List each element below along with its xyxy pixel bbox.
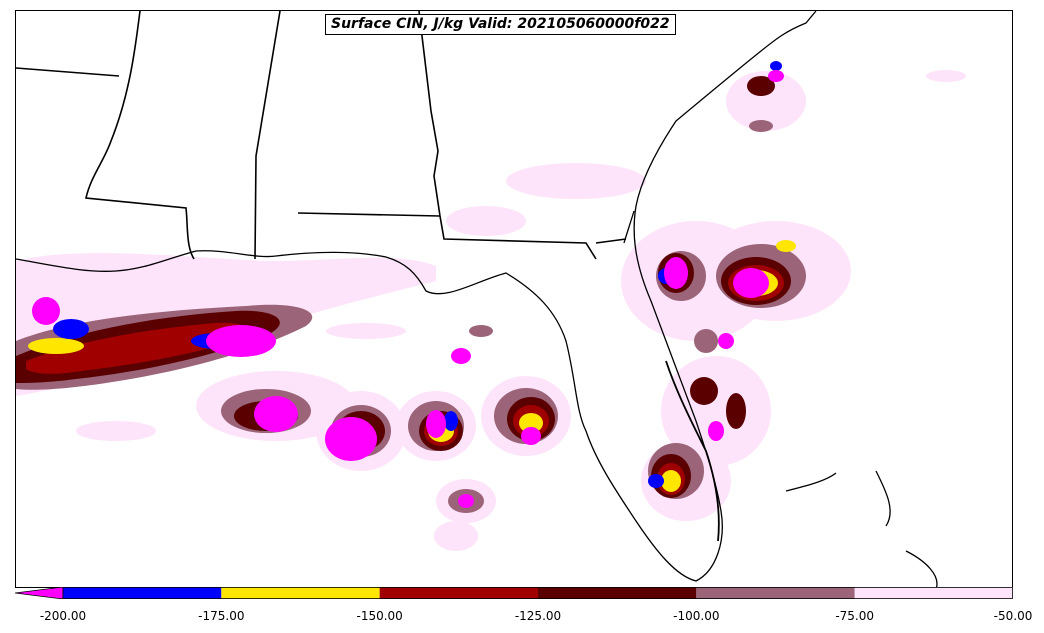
colorbar-tick-label: -175.00 bbox=[198, 609, 245, 623]
colorbar-bin-2 bbox=[379, 587, 538, 599]
map-title: Surface CIN, J/kg Valid: 202105060000f02… bbox=[325, 14, 676, 35]
cin-map bbox=[16, 11, 966, 587]
colorbar-extend-min bbox=[15, 587, 64, 599]
colorbar-bin-1 bbox=[221, 587, 380, 599]
map-panel bbox=[15, 10, 1013, 588]
colorbar-outline bbox=[62, 587, 1013, 599]
colorbar-bin-0 bbox=[63, 587, 222, 599]
colorbar-tick-label: -75.00 bbox=[835, 609, 874, 623]
cin-magenta-fields bbox=[32, 70, 784, 508]
colorbar-tick-label: -100.00 bbox=[673, 609, 720, 623]
coastlines bbox=[16, 11, 938, 587]
colorbar-tick-label: -125.00 bbox=[514, 609, 562, 623]
colorbar-tick-label: -150.00 bbox=[356, 609, 403, 623]
colorbar-bin-3 bbox=[538, 587, 697, 599]
colorbar-tick-label: -200.00 bbox=[39, 609, 87, 623]
state-borders bbox=[16, 11, 627, 260]
colorbar-bin-5 bbox=[854, 587, 1013, 599]
cin-light-fields bbox=[16, 70, 966, 551]
florida-outline bbox=[665, 360, 720, 542]
colorbar-bins bbox=[15, 587, 1013, 599]
colorbar-tick-label: -50.00 bbox=[993, 609, 1033, 623]
cin-blue-fields bbox=[53, 61, 782, 488]
colorbar bbox=[15, 587, 1013, 599]
colorbar-bin-4 bbox=[696, 587, 855, 599]
